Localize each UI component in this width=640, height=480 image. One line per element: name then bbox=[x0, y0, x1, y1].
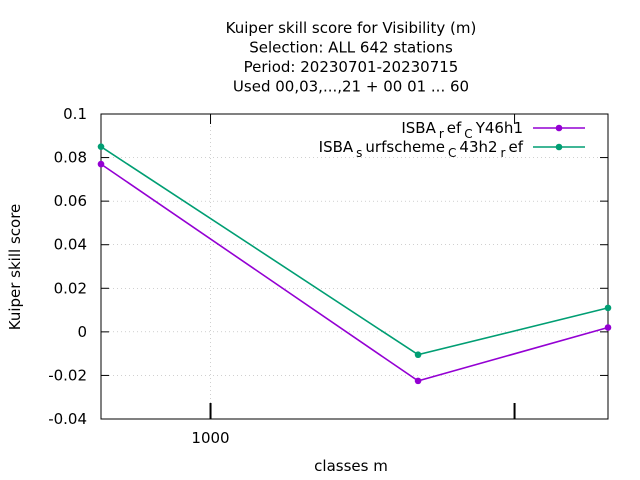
title-line: Used 00,03,...,21 + 00 01 ... 60 bbox=[233, 78, 469, 96]
data-point bbox=[604, 324, 612, 331]
y-tick-label: 0.04 bbox=[54, 236, 87, 254]
data-point bbox=[414, 377, 422, 385]
legend-text: ISBA bbox=[401, 119, 436, 137]
y-tick-label: 0 bbox=[77, 323, 87, 341]
data-point bbox=[414, 351, 422, 359]
legend-text: ISBA bbox=[319, 138, 354, 156]
legend-text: C bbox=[464, 127, 472, 141]
title-line: Kuiper skill score for Visibility (m) bbox=[226, 19, 477, 37]
y-axis-label: Kuiper skill score bbox=[6, 204, 24, 331]
legend-entry: ISBA r ef C Y46h1 bbox=[401, 119, 523, 141]
y-tick-label: -0.04 bbox=[48, 410, 87, 428]
y-tick-label: 0.02 bbox=[54, 279, 87, 297]
legend-text: 43h2 bbox=[459, 138, 497, 156]
legend-text: Y46h1 bbox=[475, 119, 523, 137]
x-tick-label: 1000 bbox=[191, 429, 229, 447]
series-line bbox=[100, 146, 609, 356]
chart-title: Kuiper skill score for Visibility (m) Sel… bbox=[226, 19, 477, 96]
y-tick-label: 0.1 bbox=[63, 105, 87, 123]
legend-text: ef bbox=[447, 119, 462, 137]
legend-text: urfscheme bbox=[365, 138, 445, 156]
data-point bbox=[604, 304, 612, 312]
legend-text: r bbox=[439, 127, 444, 141]
legend-text: ef bbox=[508, 138, 523, 156]
title-line: Period: 20230701-20230715 bbox=[244, 58, 459, 76]
legend-swatch-point bbox=[555, 124, 563, 132]
legend-swatch-point bbox=[555, 143, 563, 151]
x-axis-label: classes m bbox=[314, 457, 388, 475]
y-tick-label: 0.06 bbox=[54, 192, 87, 210]
y-tick-label: 0.08 bbox=[54, 149, 87, 167]
legend-text: r bbox=[501, 146, 506, 160]
data-point bbox=[97, 160, 105, 168]
legend-text: C bbox=[448, 146, 456, 160]
legend-entry: ISBA s urfscheme C 43h2 r ef bbox=[319, 138, 524, 160]
legend-text: s bbox=[356, 146, 362, 160]
plot-frame bbox=[100, 113, 609, 420]
title-line: Selection: ALL 642 stations bbox=[249, 39, 453, 57]
series bbox=[97, 143, 612, 385]
x-axis: 1000 bbox=[191, 114, 516, 447]
y-axis: -0.04 -0.02 0 0.02 0.04 0.06 0.08 0.1 bbox=[48, 105, 608, 428]
grid bbox=[101, 114, 608, 419]
data-point bbox=[97, 143, 105, 150]
y-tick-label: -0.02 bbox=[48, 366, 87, 384]
